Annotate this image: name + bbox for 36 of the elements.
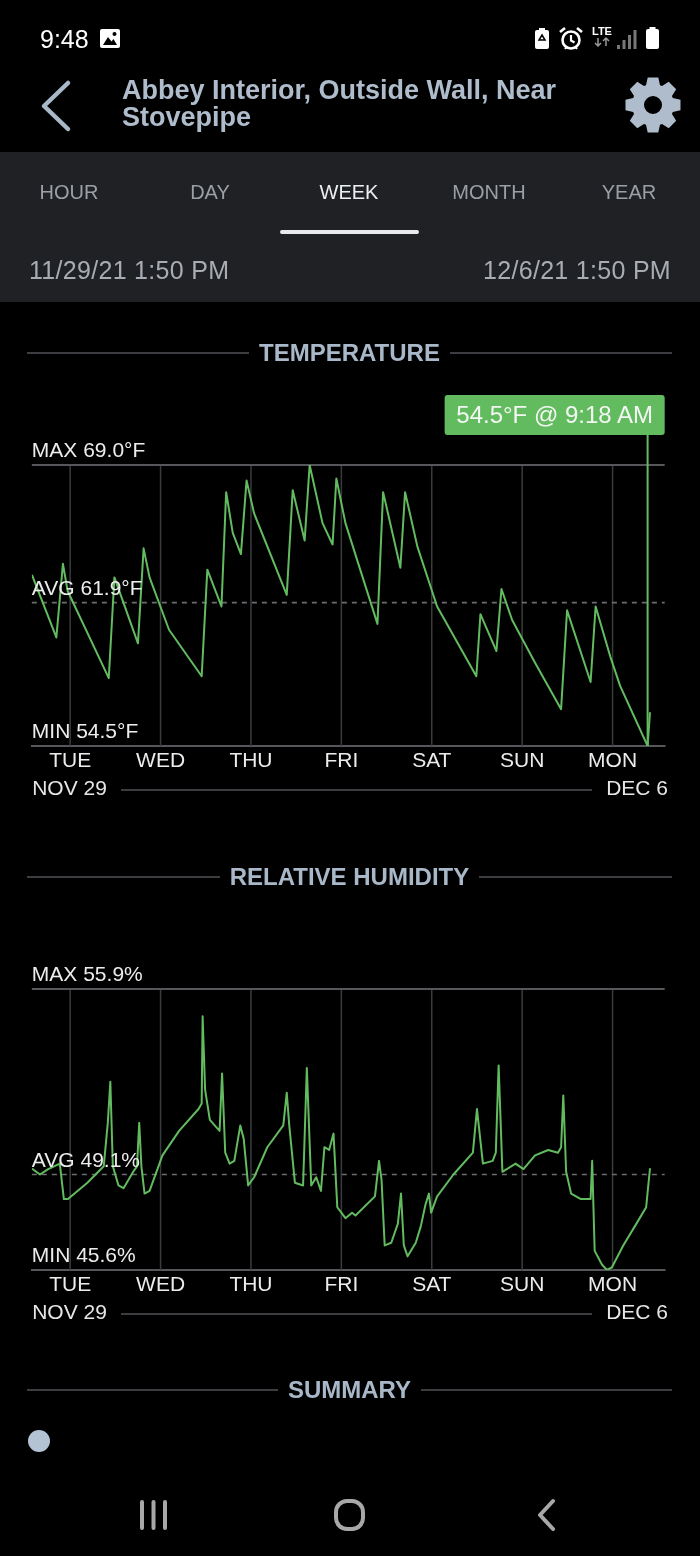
ref-line-label: THU [229,1272,273,1296]
annotation: 54.5°F @ 9:18 AM [456,400,654,428]
ref-line-label: MON [588,748,638,772]
annotation: MIN 45.6% [31,1243,136,1266]
ref-line-label: MAX 69.0°F [31,438,146,461]
ref-line-label: WED [136,1272,186,1296]
x-tick-label: NOV 29 [32,776,107,800]
text: HOUR [39,180,99,204]
text: MONTH [452,180,526,204]
ref-line-label: MAX 55.9% [31,962,143,985]
chart-title: RELATIVE HUMIDITY [229,862,470,892]
ref-line-label: WED [136,748,186,772]
x-tick-label: DEC 6 [606,776,668,800]
text: DAY [190,180,230,204]
ref-line-label: TUE [49,748,92,772]
text: 9:48 [40,24,89,54]
ref-line-label: SUN [500,1272,545,1296]
text: WEEK [319,180,379,204]
ref-line-label: SAT [412,748,452,772]
ref-line-label: THU [229,748,273,772]
x-tick-label: NOV 29 [32,1300,107,1324]
text: SUMMARY [287,1375,412,1405]
text: 12/6/21 1:50 PM [483,255,671,285]
ref-line-label: MON [588,1272,638,1296]
text: Abbey Interior, Outside Wall, Near Stovepipe [122,75,558,132]
ref-line-label: SAT [412,1272,452,1296]
x-tick-label: DEC 6 [606,1300,668,1324]
annotation: MIN 54.5°F [31,719,139,742]
ref-line-label: TUE [49,1272,92,1296]
ref-line-label: FRI [324,748,359,772]
ref-line-label: SUN [500,748,545,772]
text: LTE [592,25,612,37]
text: YEAR [601,180,657,204]
text: 11/29/21 1:50 PM [29,255,230,285]
ref-line-label: FRI [324,1272,359,1296]
chart-title: TEMPERATURE [259,338,440,368]
